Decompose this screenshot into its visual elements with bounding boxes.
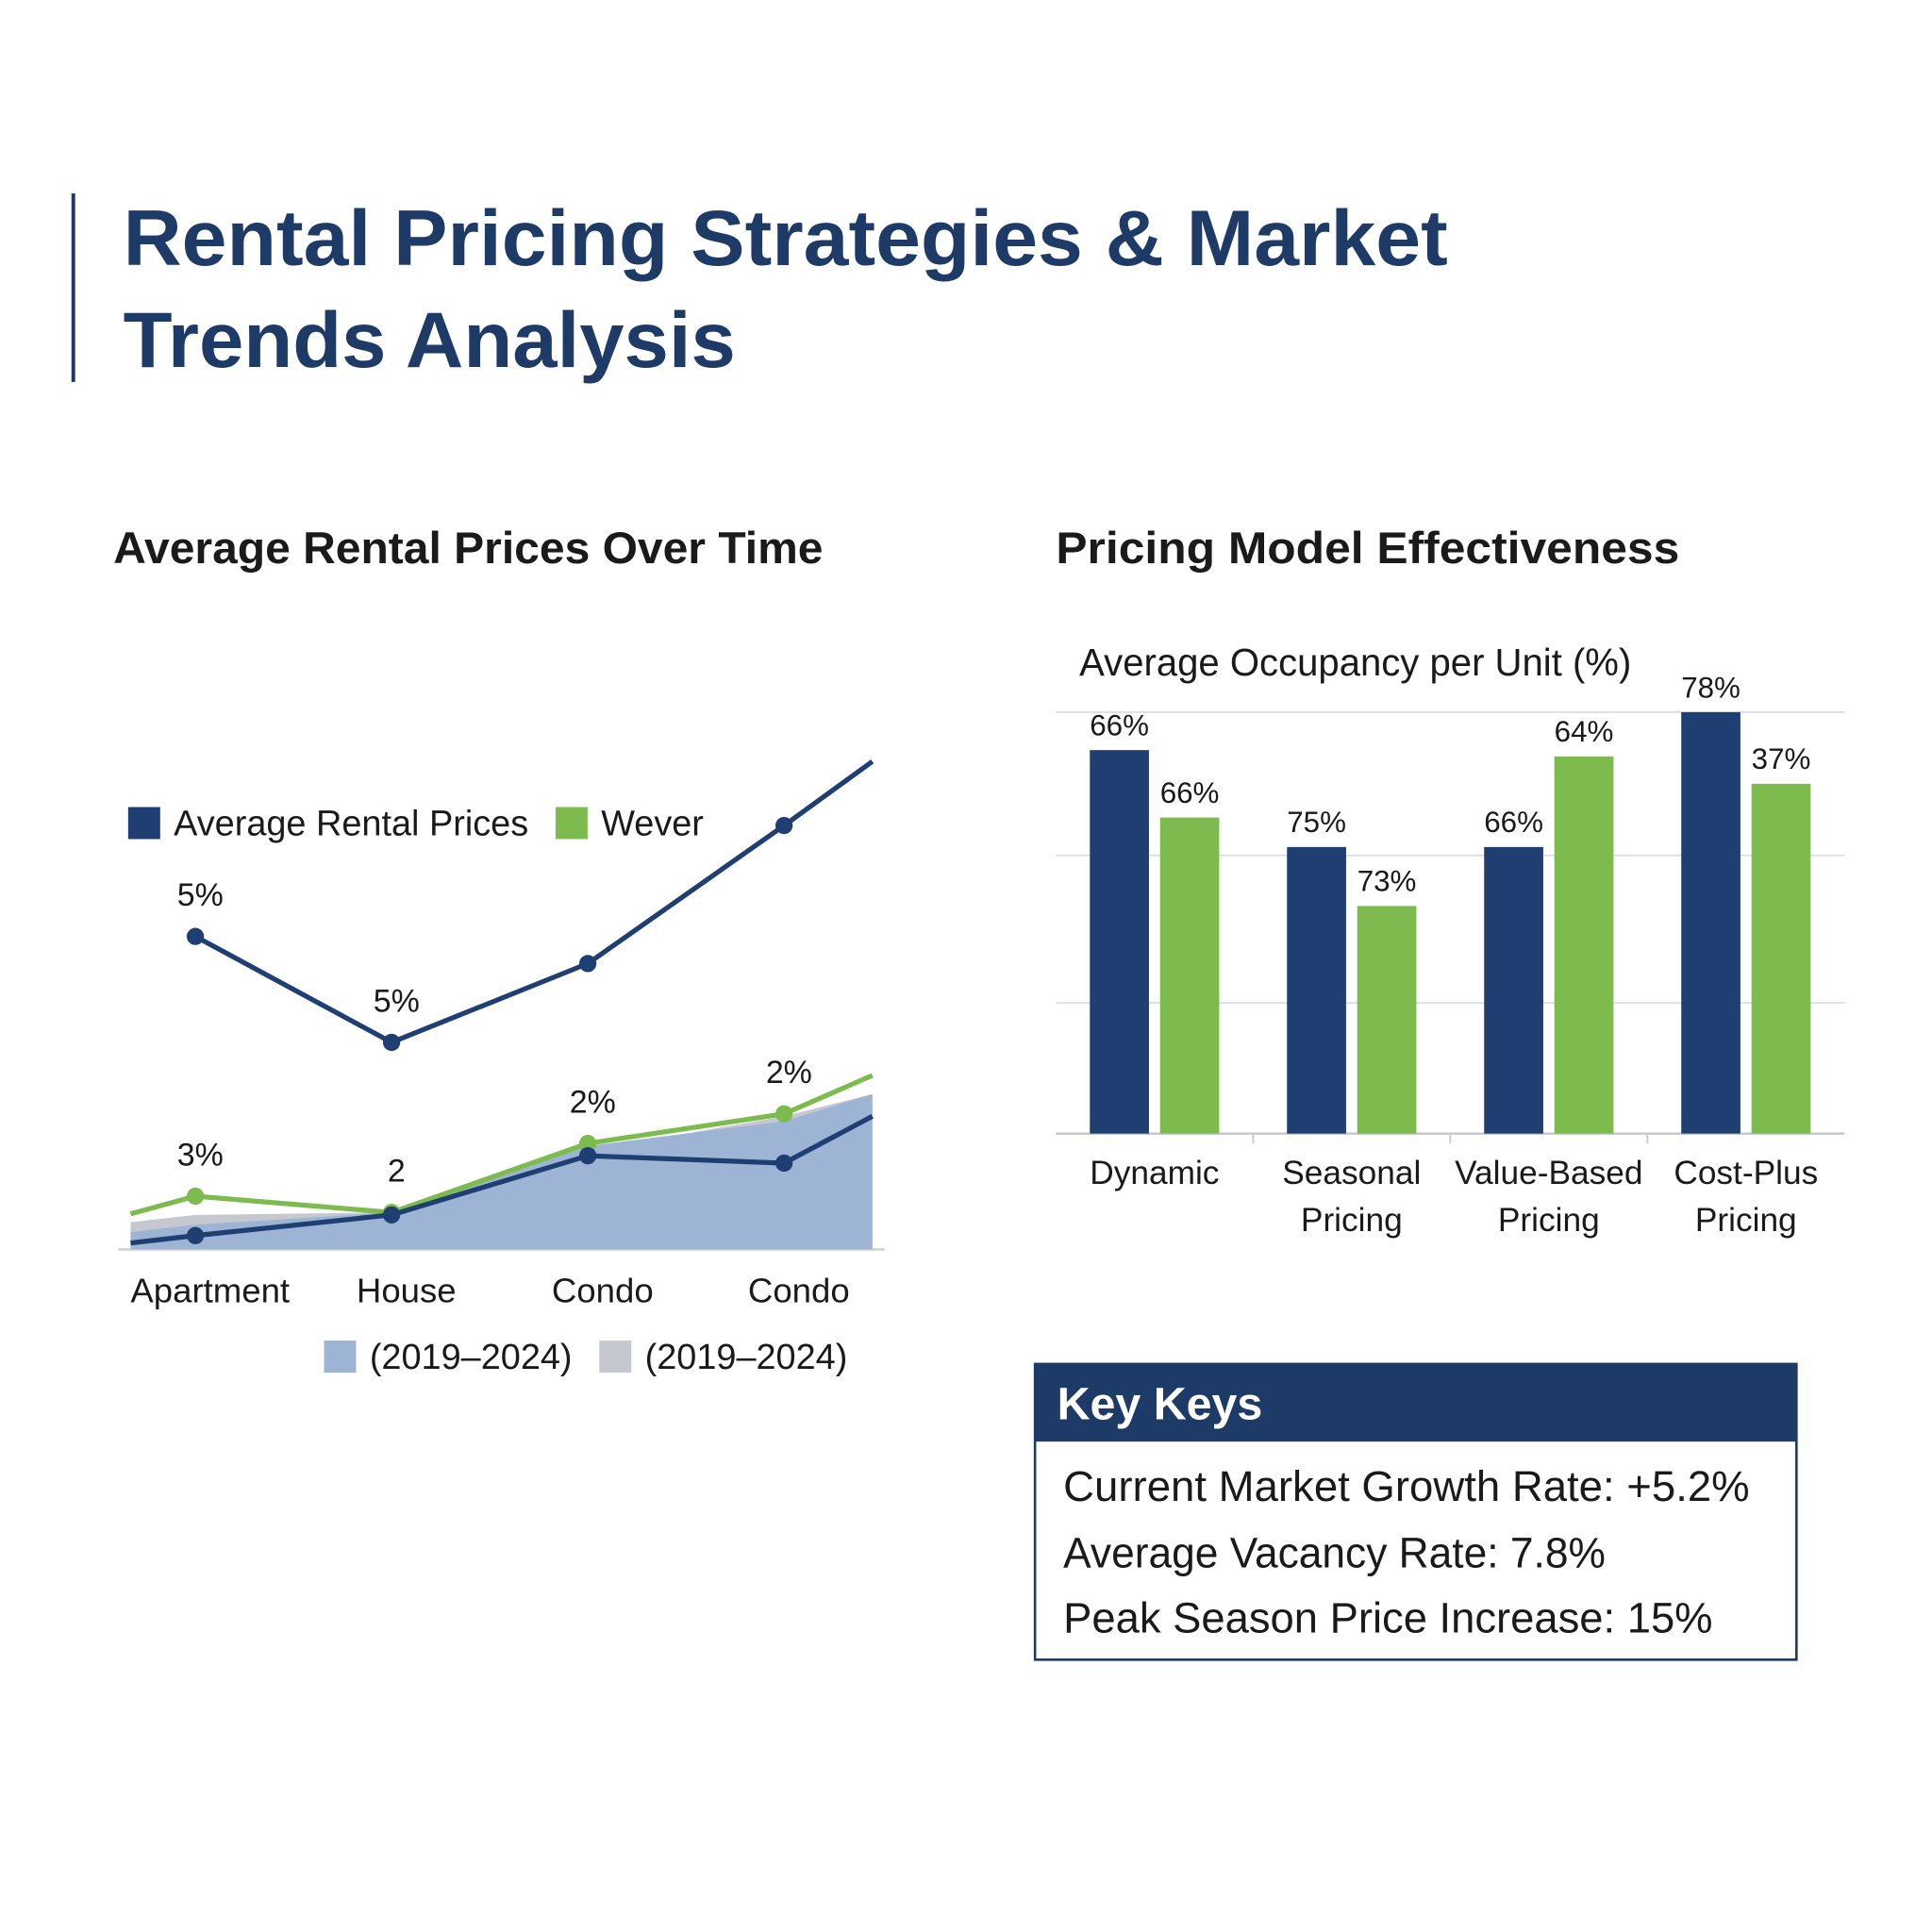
point [186,927,205,945]
line [129,1073,874,1217]
key-box-header [1035,1363,1797,1442]
x-tick-label: Dynamic [1090,1154,1220,1192]
x-tick-label: Condo [748,1272,850,1310]
x-tick-label-box: Value-Based Pricing [1455,1154,1643,1239]
x-tick-label: Value-Based Pricing [1455,1154,1643,1239]
legend-swatch [599,1341,632,1374]
legend-label: (2019–2024) [370,1338,573,1377]
legend-swatch [555,807,588,840]
bar [1159,817,1220,1134]
point-label: 5% [374,983,420,1019]
bar [1751,783,1811,1134]
bar [1484,846,1543,1134]
line [130,1114,874,1246]
point-label: 2% [570,1084,616,1120]
point [578,1134,597,1153]
key-item: Peak Season Price Increase: 15% [1063,1594,1712,1642]
point [382,1033,401,1052]
key-box-title: Key Keys [1058,1379,1263,1430]
point [774,816,793,835]
bar-label: 66% [1160,776,1220,809]
bar-label: 73% [1357,865,1417,898]
bar [1554,756,1614,1134]
bar-label: 37% [1752,742,1811,775]
bar [1287,846,1346,1134]
legend-swatch [127,807,160,840]
key-box: Key Keys Current Market Growth Rate: +5.… [1033,1362,1798,1661]
x-tick-label: Condo [552,1272,654,1310]
point-label: 2 [388,1154,406,1190]
x-tick-label: Apartment [130,1272,290,1310]
x-tick-label: House [357,1272,457,1310]
x-tick-label-box: Dynamic [1090,1154,1220,1192]
chart-title: Pricing Model Effectiveness [1056,523,1679,573]
bar [1090,750,1149,1134]
legend-label: Average Rental Prices [174,805,528,844]
bar-label: 75% [1287,806,1346,839]
legend-label: Wever [601,805,704,844]
bar-label: 66% [1090,708,1149,741]
point [186,1187,205,1206]
page-title: Rental Pricing Strategies & Market [124,193,1448,282]
point [578,955,597,973]
point-label: 5% [177,877,224,913]
x-tick-label: Seasonal Pricing [1282,1154,1422,1239]
point-label: 3% [177,1137,224,1173]
bar-label: 78% [1681,671,1740,704]
bar-label: 64% [1555,715,1614,748]
axis-title: Average Occupancy per Unit (%) [1079,641,1631,684]
chart-title: Average Rental Prices Over Time [113,523,823,573]
bar-label: 66% [1484,806,1543,839]
point [774,1154,793,1173]
point-label: 2% [766,1055,812,1091]
legend-label: (2019–2024) [645,1338,848,1377]
bar [1357,906,1417,1134]
point [774,1105,793,1123]
x-tick-label-box: Seasonal Pricing [1282,1154,1422,1239]
title-accent [71,193,75,382]
bar [1681,711,1740,1134]
x-tick-label-box: Cost-Plus Pricing [1674,1154,1819,1239]
x-tick-label: Cost-Plus Pricing [1674,1154,1819,1239]
point [578,1147,597,1165]
legend-swatch [324,1341,357,1374]
page-title: Trends Analysis [124,295,736,384]
key-item: Current Market Growth Rate: +5.2% [1063,1462,1750,1510]
point [382,1206,401,1224]
point [186,1226,205,1244]
area [130,1093,873,1250]
key-item: Average Vacancy Rate: 7.8% [1063,1528,1606,1576]
